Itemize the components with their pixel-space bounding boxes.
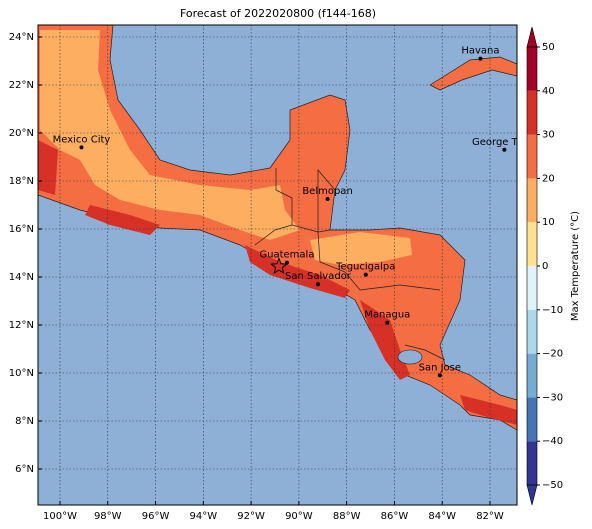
x-tick-label: 92°W [237,511,265,522]
axis-ticks: 100°W 98°W 96°W 94°W 92°W 90°W 88°W 86°W 84°W 82°… [9,32,504,522]
city-label: Managua [364,310,410,321]
x-tick-label: 82°W [476,511,504,522]
colorbar-band [527,397,537,442]
y-tick-label: 12°N [9,320,34,331]
city-marker [315,282,320,287]
country-border [404,344,446,361]
map-area: Havana Mexico City George Town Belmopan Guat… [38,25,537,505]
grid [38,25,517,505]
colorbar: −50 −40 −30 −20 −10 0 10 20 30 40 50 Max Temperatur… [526,26,581,506]
star-marker [270,257,288,275]
x-tick-label: 86°W [381,511,409,522]
country-border [317,231,361,291]
y-tick-label: 20°N [9,128,34,139]
map-title: Forecast of 2022020800 (f144-168) [180,7,376,20]
country-border [275,168,331,233]
colorbar-tick-label: −50 [542,480,563,491]
x-tick-label: 98°W [94,511,122,522]
y-tick-label: 24°N [9,32,34,43]
y-tick-label: 22°N [9,80,34,91]
colorbar-band [527,309,537,354]
colorbar-band [527,353,537,398]
colorbar-tick-label: 0 [542,261,548,272]
x-tick-label: 90°W [285,511,313,522]
map-frame [37,24,518,506]
city-label: Havana [461,46,499,57]
country-border [254,224,293,246]
city-marker [363,272,368,277]
city-label: Guatemala [259,250,314,261]
colorbar-tick-label: 10 [542,217,555,228]
colorbar-band [527,222,537,266]
city-marker [325,197,330,201]
city-marker [437,373,442,378]
country-border [359,284,441,291]
cities: Havana Mexico City George Town Belmopan Guat… [53,46,537,378]
city-marker [385,320,390,325]
y-tick-label: 6°N [15,464,34,475]
colorbar-extend [526,26,538,48]
x-tick-label: 96°W [142,511,170,522]
hot-region [245,245,350,298]
warm-region [310,232,412,265]
city-label: San Jose [419,362,461,373]
colorbar-band [527,90,537,135]
y-tick-label: 16°N [9,224,34,235]
city-label: Belmopan [302,186,352,197]
y-tick-label: 8°N [15,416,34,427]
colorbar-band [527,134,537,179]
colorbar-tick-label: 20 [542,173,555,184]
colorbar-tick-label: 40 [542,86,555,97]
x-tick-label: 88°W [333,511,361,522]
x-tick-label: 84°W [428,511,456,522]
y-tick-label: 10°N [9,368,34,379]
city-label: George Town [472,137,537,148]
city-label: Mexico City [53,134,111,145]
city-marker [478,56,483,61]
country-border [317,169,336,232]
colorbar-tick-label: −40 [542,436,563,447]
y-tick-label: 18°N [9,176,34,187]
hot-region [360,300,410,380]
colorbar-tick-label: 50 [542,42,555,53]
colorbar-label: Max Temperature (°C) [570,211,581,321]
y-tick-label: 14°N [9,272,34,283]
lake [397,349,423,365]
colorbar-band [527,441,537,485]
warm-region [40,30,300,240]
colorbar-band [527,266,537,310]
colorbar-tick-label: −10 [542,305,563,316]
colorbar-band [527,178,537,223]
x-tick-label: 94°W [190,511,218,522]
city-label: San Salvador [285,271,352,282]
hot-region [85,205,160,235]
city-label: Tegucigalpa [335,262,395,273]
colorbar-tick-label: −30 [542,392,563,403]
colorbar-tick-label: 30 [542,130,555,141]
x-tick-label: 100°W [43,511,77,522]
city-marker [79,145,84,150]
hot-region [460,395,517,425]
colorbar-extend [526,484,538,506]
colorbar-band [527,47,537,91]
city-marker [502,147,507,152]
colorbar-tick-label: −20 [542,349,563,360]
